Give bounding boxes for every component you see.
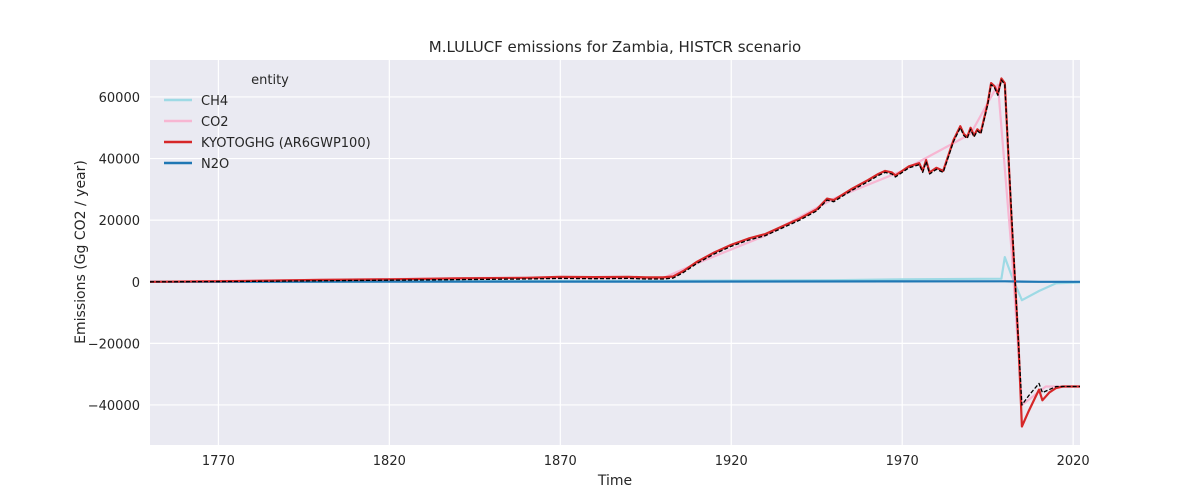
x-tick-label: 1920 (715, 454, 748, 469)
y-tick-label: 0 (132, 276, 140, 291)
chart-title: M.LULUCF emissions for Zambia, HISTCR sc… (429, 38, 801, 56)
x-tick-label: 1770 (202, 454, 235, 469)
x-tick-label: 2020 (1057, 454, 1090, 469)
plot-background (150, 60, 1080, 445)
y-tick-label: 40000 (99, 153, 140, 168)
series-line (149, 77, 1080, 428)
y-tick-label: 60000 (99, 91, 140, 106)
legend-title: entity (251, 73, 289, 88)
y-tick-label: −20000 (88, 337, 140, 352)
y-tick-labels: −40000 −20000 0 20000 40000 60000 (88, 91, 140, 414)
x-tick-label: 1870 (544, 454, 577, 469)
legend-label: N2O (201, 157, 229, 172)
x-tick-label: 1820 (373, 454, 406, 469)
series-line (149, 280, 1080, 283)
legend: entity CH4 CO2 KYOTOGHG (AR6GWP100) N2O (164, 73, 371, 172)
legend-label: CH4 (201, 94, 228, 109)
legend-items: CH4 CO2 KYOTOGHG (AR6GWP100) N2O (164, 94, 371, 172)
legend-label: KYOTOGHG (AR6GWP100) (201, 136, 371, 151)
y-tick-label: 20000 (99, 214, 140, 229)
series-lines (149, 77, 1081, 428)
y-axis-label: Emissions (Gg CO2 / year) (73, 160, 89, 344)
total-dashed-line (149, 79, 1080, 406)
x-tick-label: 1970 (886, 454, 919, 469)
x-axis-label: Time (597, 473, 632, 489)
y-tick-label: −40000 (88, 399, 140, 414)
legend-label: CO2 (201, 115, 229, 130)
x-tick-labels: 1770 1820 1870 1920 1970 2020 (202, 454, 1090, 469)
